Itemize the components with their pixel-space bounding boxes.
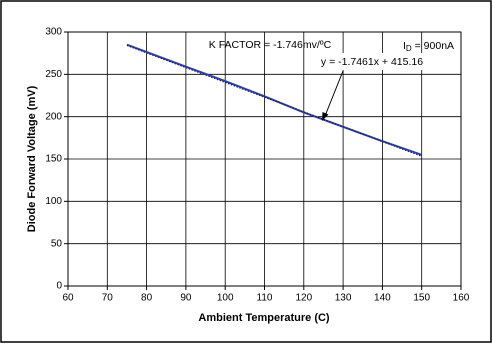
marks (126, 43, 423, 157)
y-tick-label: 200 (45, 111, 62, 122)
plot-border (67, 31, 462, 287)
x-tick-label: 100 (217, 293, 234, 304)
x-tick-label: 140 (374, 293, 391, 304)
x-tick-label: 60 (62, 293, 74, 304)
arrow-head (322, 112, 329, 121)
y-tick-label: 0 (56, 281, 62, 292)
x-tick-label: 130 (335, 293, 352, 304)
x-axis-title: Ambient Temperature (C) (198, 312, 330, 324)
x-tick-label: 120 (295, 293, 312, 304)
current-subscript: D (406, 44, 412, 53)
y-tick-label: 150 (45, 154, 62, 165)
y-tick-label: 50 (51, 238, 63, 249)
x-tick-label: 70 (102, 293, 114, 304)
y-tick-label: 100 (45, 196, 62, 207)
current-symbol: I (403, 40, 406, 52)
data-line (126, 43, 423, 156)
x-tick-label: 160 (453, 293, 470, 304)
x-tick-label: 80 (141, 293, 153, 304)
y-tick-label: 250 (45, 69, 62, 80)
x-tick-label: 150 (413, 293, 430, 304)
y-tick-label: 300 (45, 27, 62, 38)
x-tick-label: 90 (180, 293, 192, 304)
k-factor: K FACTOR = -1.746mv/ºC (209, 39, 332, 51)
arrow-shaft (324, 70, 344, 117)
equation-box (311, 53, 433, 70)
trendline (126, 44, 422, 157)
trendline-equation: y = -1.7461x + 415.16 (321, 56, 423, 68)
current-value: = 900nA (412, 40, 454, 52)
x-tick-label: 110 (257, 293, 273, 304)
current-label: ID = 900nA (403, 40, 454, 53)
y-axis-title: Diode Forward Voltage (mV) (26, 85, 38, 232)
